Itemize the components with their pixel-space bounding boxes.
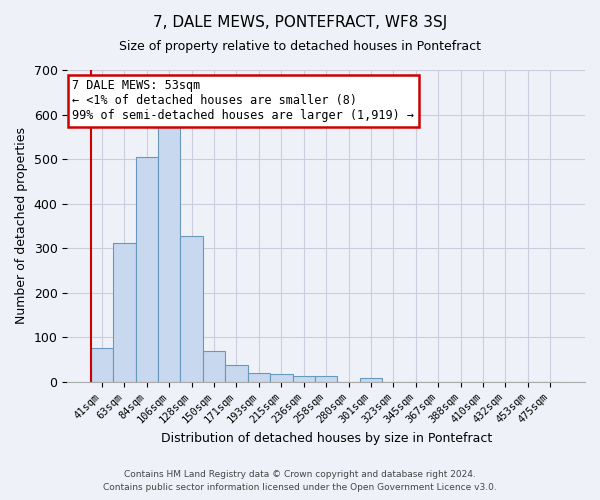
Bar: [248, 373, 270, 382]
Bar: [225, 365, 248, 382]
X-axis label: Distribution of detached houses by size in Pontefract: Distribution of detached houses by size …: [161, 432, 492, 445]
Y-axis label: Number of detached properties: Number of detached properties: [15, 128, 28, 324]
Bar: [136, 157, 158, 382]
Bar: [91, 348, 113, 382]
Bar: [113, 243, 136, 382]
Text: Contains HM Land Registry data © Crown copyright and database right 2024.
Contai: Contains HM Land Registry data © Crown c…: [103, 470, 497, 492]
Bar: [181, 236, 203, 382]
Text: Size of property relative to detached houses in Pontefract: Size of property relative to detached ho…: [119, 40, 481, 53]
Bar: [293, 376, 315, 382]
Text: 7 DALE MEWS: 53sqm
← <1% of detached houses are smaller (8)
99% of semi-detached: 7 DALE MEWS: 53sqm ← <1% of detached hou…: [73, 80, 415, 122]
Bar: [203, 352, 225, 382]
Bar: [270, 374, 293, 382]
Bar: [315, 376, 337, 382]
Bar: [158, 126, 181, 382]
Bar: [360, 378, 382, 382]
Text: 7, DALE MEWS, PONTEFRACT, WF8 3SJ: 7, DALE MEWS, PONTEFRACT, WF8 3SJ: [153, 15, 447, 30]
